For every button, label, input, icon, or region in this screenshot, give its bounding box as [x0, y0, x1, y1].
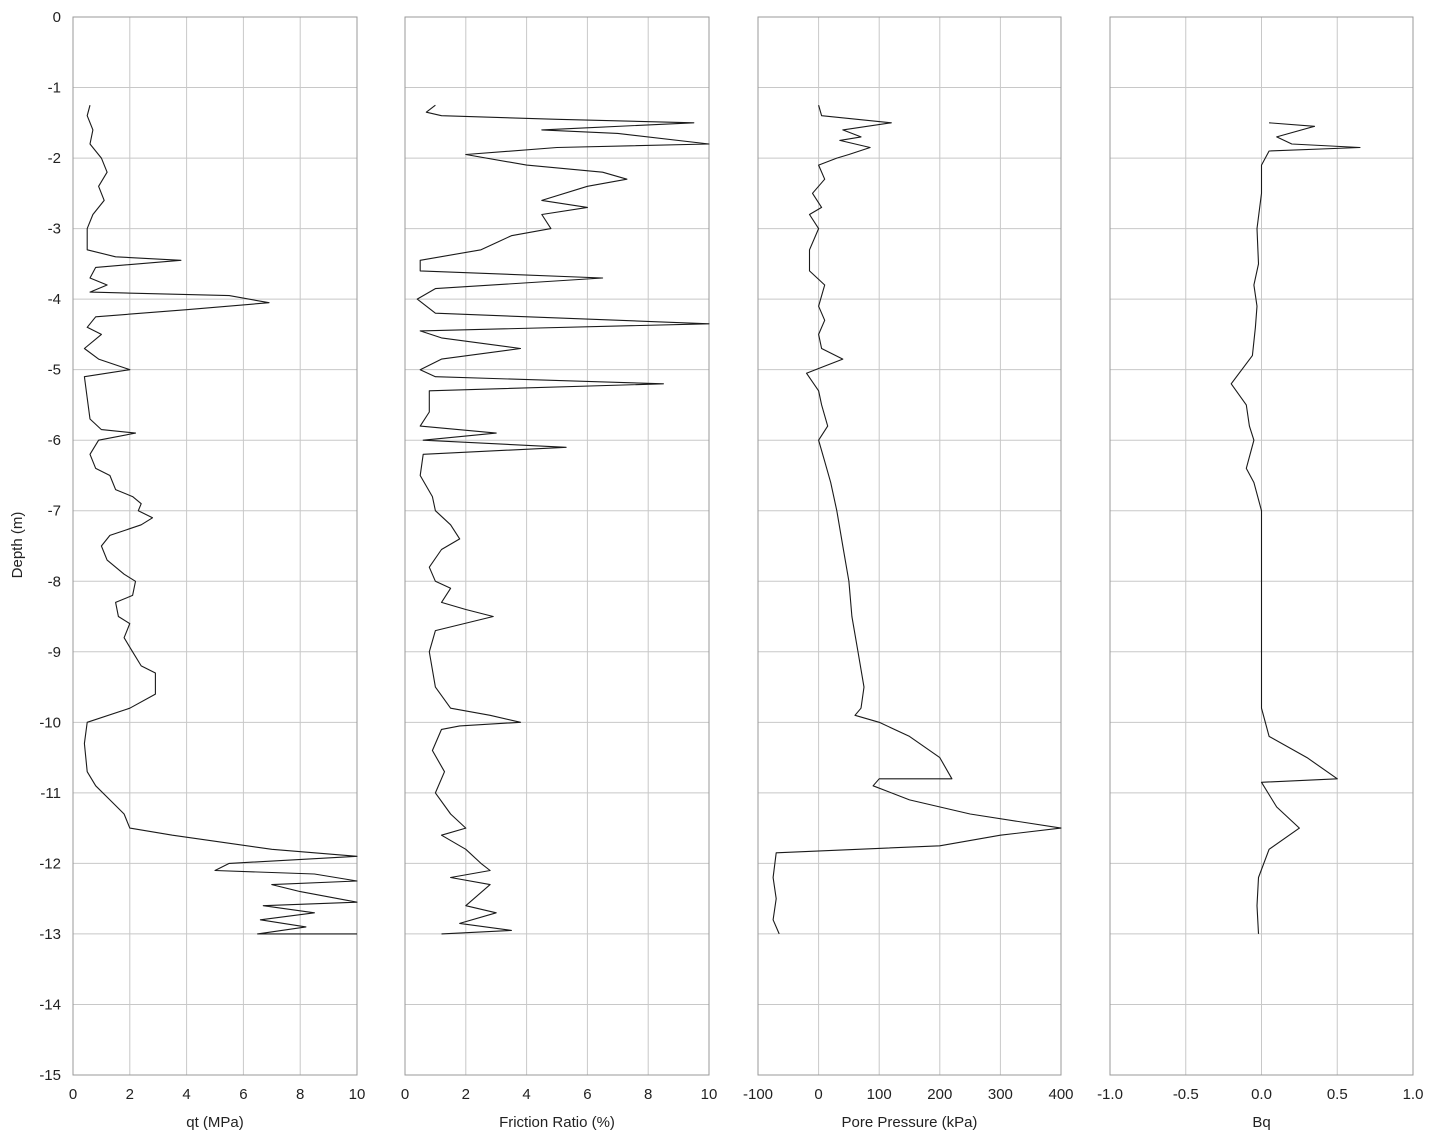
plot-frame — [404, 16, 710, 1076]
x-tick-label: 2 — [462, 1086, 470, 1103]
x-axis-title: qt (MPa) — [186, 1114, 244, 1131]
plot-area — [405, 17, 709, 1075]
series-line-2 — [416, 104, 710, 935]
series-line-1 — [83, 105, 358, 935]
y-tick-label: -13 — [39, 926, 61, 943]
series-line-3 — [772, 105, 1062, 935]
x-tick-label: 4 — [522, 1086, 530, 1103]
x-tick-label: 0 — [401, 1086, 409, 1103]
y-tick-label: -6 — [48, 432, 61, 449]
x-tick-label: 200 — [927, 1086, 952, 1103]
y-tick-label: -3 — [48, 221, 61, 238]
plot-frame — [72, 16, 358, 1076]
x-tick-label: 10 — [349, 1086, 366, 1103]
x-axis-title: Friction Ratio (%) — [499, 1114, 615, 1131]
x-tick-label: 300 — [988, 1086, 1013, 1103]
x-tick-label: 400 — [1048, 1086, 1073, 1103]
y-tick-label: -14 — [39, 996, 61, 1013]
x-tick-label: 0.0 — [1251, 1086, 1272, 1103]
x-tick-label: 2 — [126, 1086, 134, 1103]
x-axis-title: Bq — [1252, 1114, 1270, 1131]
y-tick-label: -15 — [39, 1067, 61, 1084]
panel-2: 0 2 4 6 8 10 Friction Ratio (%) — [401, 16, 718, 1131]
plot-area — [73, 17, 357, 1075]
y-tick-label: -9 — [48, 644, 61, 661]
y-tick-label: -10 — [39, 714, 61, 731]
x-tick-label: 6 — [239, 1086, 247, 1103]
y-tick-label: -2 — [48, 150, 61, 167]
y-axis-title: Depth (m) — [9, 512, 26, 579]
plot-frame — [1109, 16, 1414, 1076]
chart-panels: 0 2 4 6 8 10 qt (MPa) 0 -1 -2 -3 -4 -5 -6 -7 -8 -9 -10 -11… — [39, 9, 1423, 1131]
x-tick-label: 8 — [644, 1086, 652, 1103]
panel-3: -100 0 100 200 300 400 Pore Pressure (kPa) — [743, 16, 1074, 1131]
y-tick-label: 0 — [53, 9, 61, 26]
x-tick-label: 1.0 — [1403, 1086, 1424, 1103]
x-tick-label: 6 — [583, 1086, 591, 1103]
panel-1: 0 2 4 6 8 10 qt (MPa) 0 -1 -2 -3 -4 -5 -6 -7 -8 -9 -10 -11… — [39, 9, 365, 1131]
y-tick-label: -11 — [40, 785, 61, 802]
x-tick-label: 0 — [814, 1086, 822, 1103]
x-tick-label: 0 — [69, 1086, 77, 1103]
x-axis-title: Pore Pressure (kPa) — [842, 1114, 978, 1131]
x-tick-label: 8 — [296, 1086, 304, 1103]
plot-area — [758, 17, 1061, 1075]
y-tick-label: -4 — [48, 291, 61, 308]
x-tick-label: 10 — [701, 1086, 718, 1103]
plot-frame — [757, 16, 1062, 1076]
panel-4: -1.0 -0.5 0.0 0.5 1.0 Bq — [1097, 16, 1424, 1131]
y-tick-label: -8 — [48, 573, 61, 590]
y-tick-label: -12 — [39, 855, 61, 872]
series-line-4 — [1230, 122, 1361, 934]
x-tick-label: 100 — [867, 1086, 892, 1103]
y-tick-label: -1 — [48, 80, 61, 97]
x-tick-label: 4 — [182, 1086, 190, 1103]
x-tick-label: -0.5 — [1173, 1086, 1199, 1103]
y-tick-label: -7 — [48, 503, 61, 520]
x-tick-label: -100 — [743, 1086, 773, 1103]
x-tick-label: 0.5 — [1327, 1086, 1348, 1103]
x-tick-label: -1.0 — [1097, 1086, 1123, 1103]
y-tick-label: -5 — [48, 362, 61, 379]
